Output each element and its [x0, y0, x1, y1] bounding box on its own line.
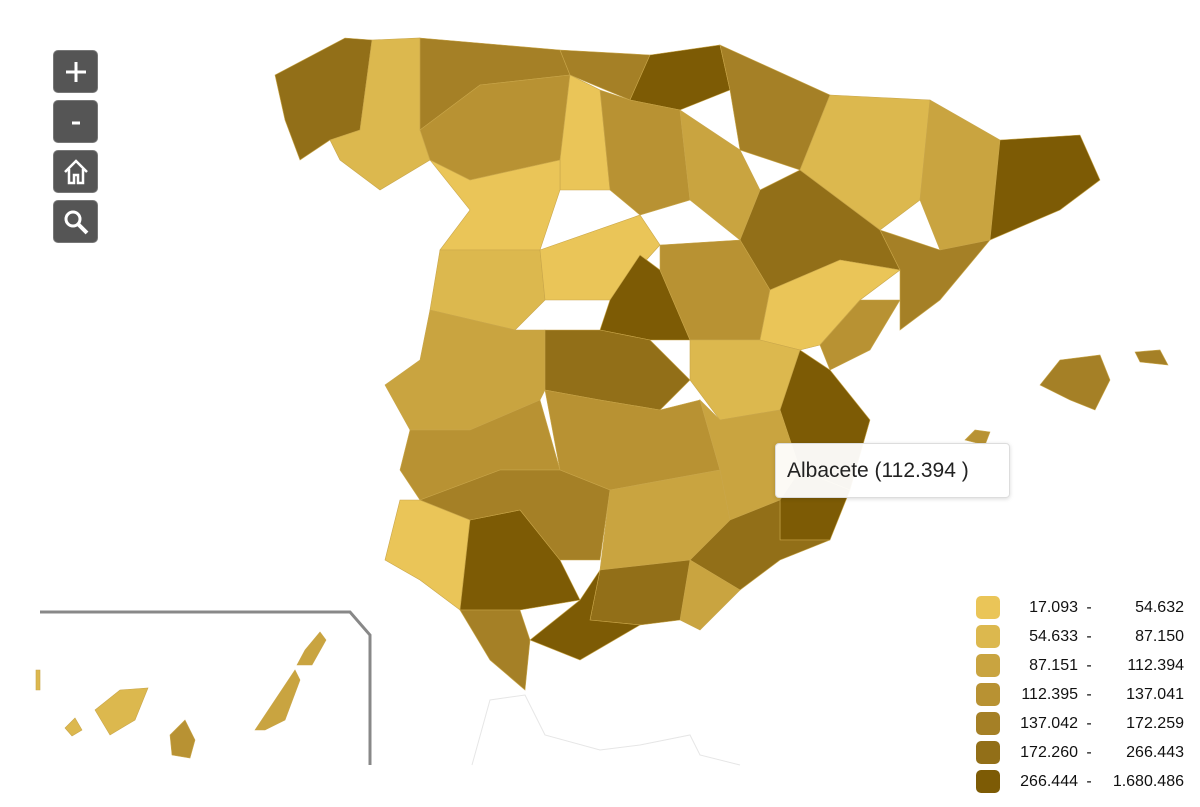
legend-dash: -: [1086, 743, 1092, 761]
province-region[interactable]: [169, 719, 196, 759]
legend-label: 112.395-137.041: [1021, 685, 1184, 703]
province-region[interactable]: [989, 134, 1101, 241]
province-region[interactable]: [1134, 349, 1169, 366]
province-region[interactable]: [879, 229, 991, 331]
province-region[interactable]: [799, 94, 931, 231]
province-region[interactable]: [459, 609, 531, 691]
zoom-out-button[interactable]: [53, 100, 98, 143]
legend-swatch: [976, 596, 1000, 619]
province-region[interactable]: [254, 669, 301, 731]
legend-swatch: [976, 712, 1000, 735]
home-button[interactable]: [53, 150, 98, 193]
legend-swatch: [976, 625, 1000, 648]
province-region[interactable]: [296, 631, 327, 666]
legend-item: 54.633-87.150: [976, 622, 1184, 651]
province-region[interactable]: [819, 299, 901, 371]
legend-dash: -: [1086, 714, 1092, 732]
province-region[interactable]: [384, 499, 471, 611]
province-region[interactable]: [35, 669, 41, 691]
legend-item: 172.260-266.443: [976, 738, 1184, 767]
province-region[interactable]: [629, 44, 731, 111]
legend-item: 87.151-112.394: [976, 651, 1184, 680]
legend-swatch: [976, 770, 1000, 793]
legend-item: 266.444-1.680.486: [976, 767, 1184, 796]
legend-label: 172.260-266.443: [1020, 743, 1184, 761]
province-region[interactable]: [1039, 354, 1111, 411]
province-region[interactable]: [719, 44, 831, 171]
tooltip-text: Albacete (112.394 ): [787, 458, 969, 482]
province-region[interactable]: [589, 559, 691, 626]
legend-item: 112.395-137.041: [976, 680, 1184, 709]
morocco-outline: [471, 694, 741, 766]
legend-label: 54.633-87.150: [1029, 627, 1184, 645]
legend-label: 137.042-172.259: [1020, 714, 1184, 732]
legend-item: 17.093-54.632: [976, 593, 1184, 622]
tooltip: Albacete (112.394 ): [775, 443, 1010, 498]
legend-swatch: [976, 683, 1000, 706]
legend-label: 87.151-112.394: [1029, 656, 1184, 674]
province-region[interactable]: [429, 159, 561, 251]
legend-item: 137.042-172.259: [976, 709, 1184, 738]
province-region[interactable]: [419, 469, 611, 561]
province-region[interactable]: [94, 687, 149, 736]
legend-dash: -: [1086, 598, 1092, 616]
zoom-in-button[interactable]: [53, 50, 98, 93]
province-region[interactable]: [64, 717, 83, 737]
province-region[interactable]: [919, 99, 1001, 251]
home-icon: [61, 157, 91, 187]
province-region[interactable]: [559, 74, 611, 191]
minus-icon: [64, 110, 88, 134]
legend-dash: -: [1086, 772, 1092, 790]
search-button[interactable]: [53, 200, 98, 243]
legend: 17.093-54.632 54.633-87.150 87.151-112.394…: [976, 593, 1184, 796]
canary-inset-border: [40, 610, 372, 765]
plus-icon: [64, 60, 88, 84]
legend-dash: -: [1086, 685, 1092, 703]
legend-swatch: [976, 741, 1000, 764]
legend-dash: -: [1086, 656, 1092, 674]
legend-label: 266.444-1.680.486: [1020, 772, 1184, 790]
province-region[interactable]: [429, 249, 546, 331]
provinces[interactable]: [35, 37, 1169, 759]
legend-dash: -: [1086, 627, 1092, 645]
legend-swatch: [976, 654, 1000, 677]
magnifier-icon: [62, 208, 90, 236]
legend-label: 17.093-54.632: [1029, 598, 1184, 616]
